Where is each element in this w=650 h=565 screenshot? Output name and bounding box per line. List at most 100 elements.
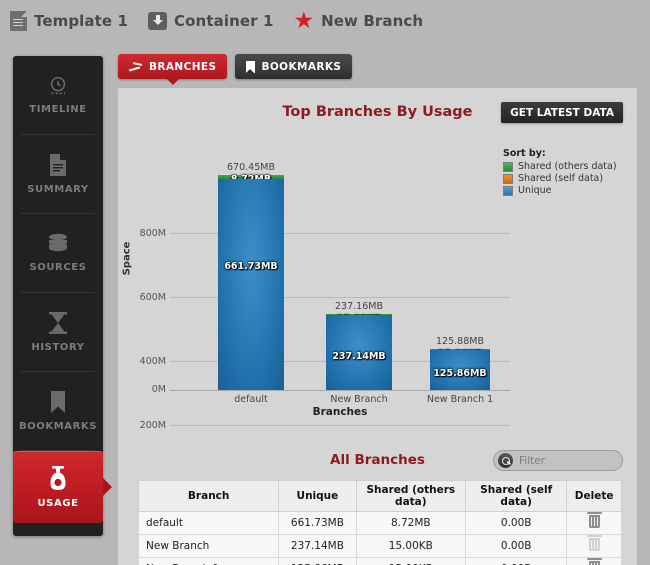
tab-bar: BRANCHES BOOKMARKS — [118, 54, 353, 85]
sidebar-item-usage[interactable]: USAGE — [13, 451, 112, 523]
chart-y-axis-label: Space — [121, 241, 133, 276]
bar-total-label-default: 670.45MB — [227, 162, 275, 173]
legend-item-shared-self[interactable]: Shared (self data) — [503, 173, 617, 184]
usage-icon — [46, 465, 70, 491]
table-title: All Branches — [330, 452, 425, 468]
gridline-800m — [170, 233, 510, 234]
tab-bookmarks[interactable]: BOOKMARKS — [235, 54, 353, 79]
bar-segment-label-unique-new-branch: 237.14MB — [332, 351, 386, 362]
document-icon — [48, 153, 68, 177]
cell-shared-others: 15.00KB — [355, 534, 467, 558]
cell-branch: New Branch — [137, 534, 280, 558]
cell-delete[interactable] — [566, 534, 622, 558]
chart-x-axis-label: Branches — [312, 406, 368, 418]
sidebar: TIMELINE SUMMARY SOURCES — [13, 56, 112, 536]
breadcrumb-item-branch[interactable]: ★ New Branch — [293, 8, 424, 34]
column-header-shared-self[interactable]: Shared (self data) — [465, 480, 568, 512]
bar-segment-unique-new-branch-1[interactable]: 125.86MB — [430, 350, 490, 390]
trash-icon[interactable] — [586, 558, 602, 565]
bar-group-new-branch[interactable]: 237.16MB 15.00KB 237.14MB New Branch — [326, 301, 392, 405]
tab-branches-label: BRANCHES — [149, 60, 217, 73]
legend-title: Sort by: — [503, 148, 546, 159]
chart-baseline — [170, 390, 510, 391]
branch-icon — [129, 62, 143, 72]
cell-branch: New Branch 1 — [137, 557, 280, 565]
bar-group-default[interactable]: 670.45MB 8.72MB 661.73MB default — [218, 162, 284, 405]
usage-bar-chart: Space Branches 800M 600M 400M 200M 0M 67… — [118, 133, 637, 431]
bar-segment-unique-new-branch[interactable]: 237.14MB — [326, 315, 392, 390]
x-tick-label-default: default — [234, 394, 268, 405]
legend-swatch-unique — [503, 185, 513, 196]
column-header-branch[interactable]: Branch — [137, 480, 280, 512]
gridline-200m — [170, 425, 510, 426]
sidebar-label-sources: SOURCES — [29, 262, 87, 273]
trash-icon[interactable] — [586, 512, 602, 528]
sidebar-item-timeline[interactable]: TIMELINE — [21, 56, 95, 135]
container-icon — [148, 12, 168, 30]
column-header-shared-others[interactable]: Shared (others data) — [355, 480, 467, 512]
table-header-row: Branch Unique Shared (others data) Share… — [137, 480, 622, 512]
gridline-600m — [170, 297, 510, 298]
hourglass-icon — [47, 311, 69, 335]
cell-delete[interactable] — [566, 557, 622, 565]
cell-unique: 237.14MB — [278, 534, 357, 558]
database-icon — [46, 233, 70, 255]
legend-item-unique[interactable]: Unique — [503, 185, 617, 196]
bar-segment-label-unique-new-branch-1: 125.86MB — [433, 368, 487, 379]
tab-bookmarks-label: BOOKMARKS — [261, 60, 342, 73]
sidebar-item-bookmarks[interactable]: BOOKMARKS — [19, 372, 96, 451]
sidebar-label-history: HISTORY — [31, 342, 85, 353]
branches-table: Branch Unique Shared (others data) Share… — [137, 480, 622, 565]
column-header-unique[interactable]: Unique — [278, 480, 357, 512]
cell-shared-others: 15.00KB — [355, 557, 467, 565]
bar-total-label-new-branch-1: 125.88MB — [436, 336, 484, 347]
cell-shared-others: 8.72MB — [355, 511, 467, 535]
cell-unique: 125.86MB — [278, 557, 357, 565]
bar-group-new-branch-1[interactable]: 125.88MB 15.00KB 125.86MB New Branch 1 — [427, 336, 493, 405]
y-tick-800m: 800M — [139, 228, 166, 239]
breadcrumb-label-template: Template 1 — [34, 12, 129, 30]
x-tick-label-new-branch: New Branch — [330, 394, 388, 405]
cell-unique: 661.73MB — [278, 511, 357, 535]
legend-label-shared-self: Shared (self data) — [518, 173, 604, 184]
filter-placeholder: Filter — [519, 454, 546, 467]
sidebar-item-history[interactable]: HISTORY — [21, 293, 95, 372]
cell-shared-self: 0.00B — [465, 511, 568, 535]
bar-segment-label-unique-default: 661.73MB — [224, 261, 278, 272]
document-icon — [10, 11, 27, 31]
y-tick-600m: 600M — [139, 292, 166, 303]
bar-segment-unique-default[interactable]: 661.73MB — [218, 179, 284, 390]
breadcrumb-label-branch: New Branch — [321, 12, 424, 30]
filter-input[interactable]: Filter — [493, 450, 623, 471]
sidebar-label-timeline: TIMELINE — [29, 104, 87, 115]
table-row[interactable]: New Branch 1 125.86MB 15.00KB 0.00B — [137, 557, 622, 565]
breadcrumb: Template 1 Container 1 ★ New Branch — [0, 0, 650, 42]
cell-shared-self: 0.00B — [465, 534, 568, 558]
clock-icon — [47, 75, 69, 97]
cell-shared-self: 0.00B — [465, 557, 568, 565]
content-panel: Top Branches By Usage GET LATEST DATA Sp… — [118, 88, 637, 565]
table-row[interactable]: default 661.73MB 8.72MB 0.00B — [137, 511, 622, 535]
legend-item-shared-others[interactable]: Shared (others data) — [503, 161, 617, 172]
bar-total-label-new-branch: 237.16MB — [335, 301, 383, 312]
sidebar-item-sources[interactable]: SOURCES — [21, 214, 95, 293]
trash-icon[interactable] — [586, 535, 602, 551]
cell-branch: default — [137, 511, 280, 535]
bookmark-icon — [50, 390, 66, 414]
sidebar-label-summary: SUMMARY — [27, 184, 89, 195]
cell-delete[interactable] — [566, 511, 622, 535]
breadcrumb-item-container[interactable]: Container 1 — [148, 12, 273, 30]
sidebar-label-usage: USAGE — [37, 498, 79, 509]
breadcrumb-item-template[interactable]: Template 1 — [10, 11, 128, 31]
star-icon: ★ — [293, 8, 315, 34]
tab-branches[interactable]: BRANCHES — [118, 54, 228, 85]
column-header-delete[interactable]: Delete — [566, 480, 622, 512]
sidebar-item-summary[interactable]: SUMMARY — [21, 135, 95, 214]
chart-title: Top Branches By Usage — [282, 104, 473, 120]
table-row[interactable]: New Branch 237.14MB 15.00KB 0.00B — [137, 534, 622, 558]
bookmark-icon — [246, 60, 256, 73]
get-latest-data-button[interactable]: GET LATEST DATA — [501, 102, 623, 123]
y-tick-0m: 0M — [151, 384, 166, 395]
chart-legend: Sort by: Shared (others data) Shared (se… — [503, 148, 617, 197]
